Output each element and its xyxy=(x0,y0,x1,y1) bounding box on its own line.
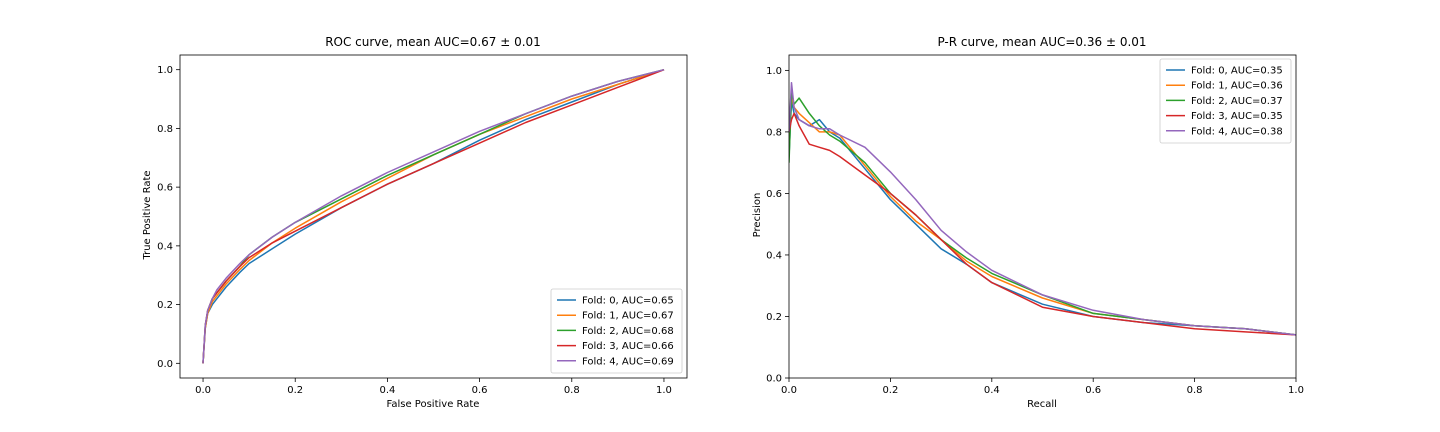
pr-xtick-label: 0.2 xyxy=(882,385,898,396)
pr-ytick-label: 0.2 xyxy=(766,312,782,323)
roc-ytick-label: 1.0 xyxy=(157,65,173,76)
roc-title: ROC curve, mean AUC=0.67 ± 0.01 xyxy=(325,35,541,49)
pr-ytick-label: 1.0 xyxy=(766,66,782,77)
pr-ytick-label: 0.8 xyxy=(766,127,782,138)
roc-series-line-fold-4 xyxy=(202,68,665,364)
roc-ytick-label: 0.2 xyxy=(157,300,173,311)
roc-legend-label-fold-1: Fold: 1, AUC=0.67 xyxy=(582,311,674,322)
pr-xtick-label: 1.0 xyxy=(1288,385,1304,396)
roc-series-line-fold-0 xyxy=(202,68,665,364)
roc-xtick-label: 0.4 xyxy=(379,385,395,396)
roc-xtick-label: 0.2 xyxy=(287,385,303,396)
roc-panel: ROC curve, mean AUC=0.67 ± 0.01 0.0 0.2 0.… xyxy=(142,35,688,410)
roc-ytick-label: 0.4 xyxy=(157,241,173,252)
pr-xtick-label: 0.4 xyxy=(984,385,1000,396)
pr-xtick-label: 0.6 xyxy=(1085,385,1101,396)
roc-legend-label-fold-3: Fold: 3, AUC=0.66 xyxy=(582,341,674,352)
roc-ytick-label: 0.0 xyxy=(157,359,173,370)
roc-series-line-fold-1 xyxy=(202,68,665,364)
pr-legend-box xyxy=(1159,58,1292,144)
pr-plot-area: 0.0 0.2 0.4 0.6 0.8 1.0 0.0 0.2 0.4 0.6 0.8 1.0 Fold… xyxy=(766,54,1304,396)
pr-panel: P-R curve, mean AUC=0.36 ± 0.01 0.0 0.2 0.… xyxy=(752,35,1304,410)
pr-xtick-label: 0.8 xyxy=(1187,385,1203,396)
pr-xtick-label: 0.0 xyxy=(781,385,797,396)
pr-legend: Fold: 0, AUC=0.35 Fold: 1, AUC=0.36 Fold: … xyxy=(1159,58,1292,144)
pr-legend-label-fold-4: Fold: 4, AUC=0.38 xyxy=(1191,126,1283,137)
roc-legend-label-fold-2: Fold: 2, AUC=0.68 xyxy=(582,326,674,337)
roc-xtick-label: 0.0 xyxy=(195,385,211,396)
pr-legend-label-fold-3: Fold: 3, AUC=0.35 xyxy=(1191,111,1283,122)
roc-legend: Fold: 0, AUC=0.65 Fold: 1, AUC=0.67 Fold: … xyxy=(550,288,683,374)
pr-legend-label-fold-1: Fold: 1, AUC=0.36 xyxy=(1191,81,1283,92)
pr-axes-frame xyxy=(788,54,1297,379)
pr-series-group xyxy=(789,81,1296,336)
roc-legend-box xyxy=(550,288,683,374)
pr-xlabel: Recall xyxy=(1027,399,1057,410)
roc-ytick-label: 0.6 xyxy=(157,183,173,194)
roc-legend-label-fold-4: Fold: 4, AUC=0.69 xyxy=(582,356,674,367)
pr-ytick-label: 0.6 xyxy=(766,189,782,200)
roc-ytick-label: 0.8 xyxy=(157,124,173,135)
roc-xtick-label: 0.6 xyxy=(472,385,488,396)
pr-ylabel: Precision xyxy=(752,193,763,238)
pr-title: P-R curve, mean AUC=0.36 ± 0.01 xyxy=(937,35,1146,49)
roc-xtick-label: 0.8 xyxy=(564,385,580,396)
pr-series-line-fold-4 xyxy=(789,81,1296,336)
pr-legend-label-fold-0: Fold: 0, AUC=0.35 xyxy=(1191,66,1283,77)
roc-series-group xyxy=(202,68,665,364)
roc-legend-label-fold-0: Fold: 0, AUC=0.65 xyxy=(582,296,674,307)
pr-ytick-label: 0.4 xyxy=(766,250,782,261)
roc-plot-area: 0.0 0.2 0.4 0.6 0.8 1.0 0.0 0.2 0.4 0.6 0.8 1.0 Fold… xyxy=(157,54,688,396)
roc-ylabel: True Positive Rate xyxy=(142,170,153,260)
roc-axes-frame xyxy=(179,54,688,379)
pr-series-line-fold-3 xyxy=(789,112,1296,336)
roc-xtick-label: 1.0 xyxy=(656,385,672,396)
roc-xlabel: False Positive Rate xyxy=(387,399,480,410)
pr-legend-label-fold-2: Fold: 2, AUC=0.37 xyxy=(1191,96,1283,107)
pr-ytick-label: 0.0 xyxy=(766,374,782,385)
